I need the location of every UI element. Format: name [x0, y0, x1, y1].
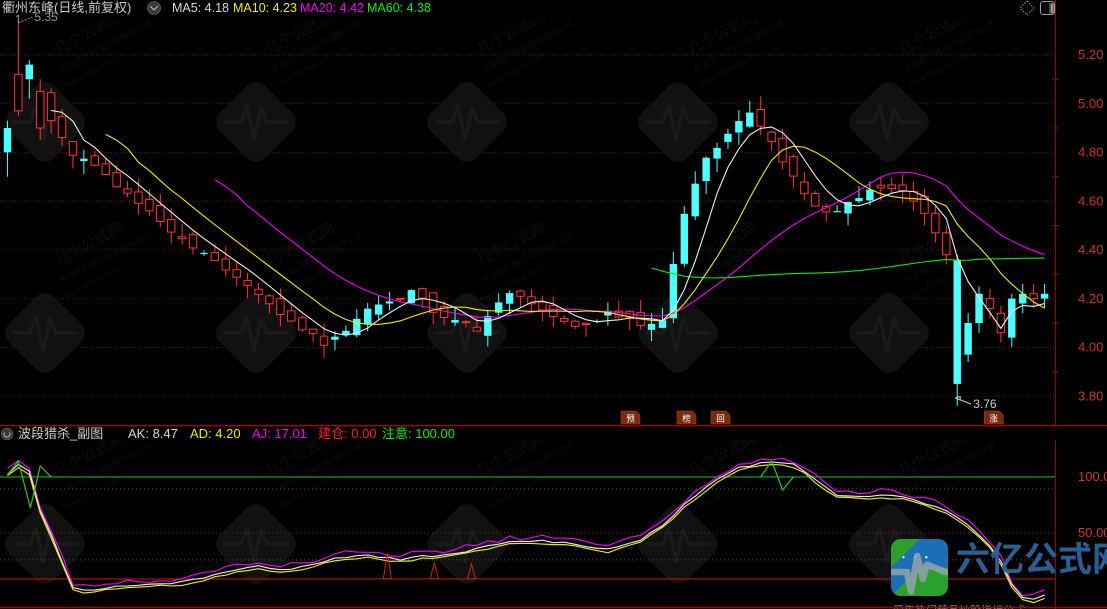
svg-text:注意: 100.00: 注意: 100.00: [382, 426, 455, 441]
svg-text:AJ: 17.01: AJ: 17.01: [252, 426, 307, 441]
svg-text:MA5: 4.18: MA5: 4.18: [172, 1, 229, 15]
svg-text:涨: 涨: [989, 414, 998, 424]
svg-text:5.35: 5.35: [34, 10, 58, 24]
svg-text:MA10: 4.23: MA10: 4.23: [233, 1, 297, 15]
svg-text:AD: 4.20: AD: 4.20: [190, 426, 241, 441]
svg-text:100.0: 100.0: [1078, 469, 1107, 484]
svg-text:衢州东峰(日线,前复权): 衢州东峰(日线,前复权): [2, 0, 131, 15]
svg-text:5.00: 5.00: [1078, 96, 1103, 111]
svg-text:50.00: 50.00: [1078, 525, 1107, 540]
svg-text:AK: 8.47: AK: 8.47: [128, 426, 178, 441]
svg-text:4.20: 4.20: [1078, 291, 1103, 306]
svg-text:3.76: 3.76: [973, 397, 997, 411]
svg-text:回: 回: [716, 414, 725, 424]
svg-text:MA60: 4.38: MA60: 4.38: [367, 1, 431, 15]
svg-text:波段猎杀_副图: 波段猎杀_副图: [18, 426, 103, 441]
svg-text:4.40: 4.40: [1078, 242, 1103, 257]
svg-text:预: 预: [626, 414, 635, 424]
svg-text:六亿公式网: 六亿公式网: [956, 541, 1107, 579]
svg-text:4.00: 4.00: [1078, 340, 1103, 355]
svg-text:4.80: 4.80: [1078, 145, 1103, 160]
svg-text:榜: 榜: [682, 413, 691, 424]
svg-text:5.20: 5.20: [1078, 47, 1103, 62]
svg-text:3.80: 3.80: [1078, 388, 1103, 403]
svg-text:MA20: 4.42: MA20: 4.42: [300, 1, 364, 15]
svg-text:建仓: 0.00: 建仓: 0.00: [318, 426, 377, 441]
svg-text:4.60: 4.60: [1078, 193, 1103, 208]
